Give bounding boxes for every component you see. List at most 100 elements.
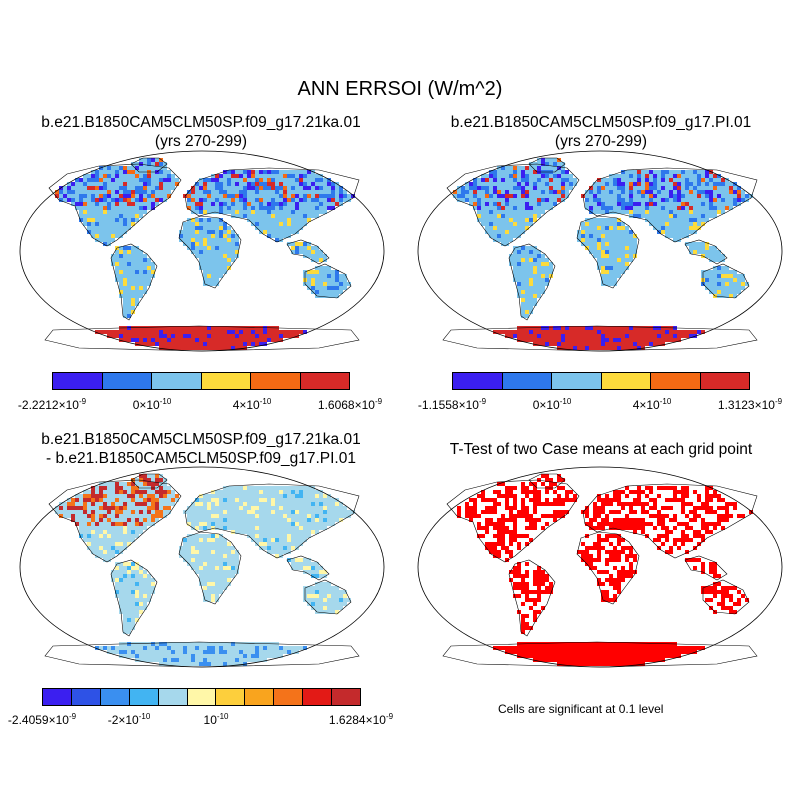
- grid-cell: [505, 530, 509, 534]
- grid-cell: [227, 346, 231, 350]
- coastline: [508, 243, 556, 321]
- grid-cell: [259, 182, 263, 186]
- grid-cell: [211, 230, 215, 234]
- grid-cell: [327, 274, 331, 278]
- grid-cell: [625, 254, 629, 258]
- grid-cell: [79, 518, 83, 522]
- grid-cell: [501, 482, 505, 486]
- grid-cell: [609, 246, 613, 250]
- grid-cell: [151, 658, 155, 662]
- grid-cell: [279, 330, 283, 334]
- grid-cell: [741, 190, 745, 194]
- grid-cell: [653, 194, 657, 198]
- grid-cell: [311, 518, 315, 522]
- grid-cell: [517, 334, 521, 338]
- grid-cell: [331, 594, 335, 598]
- grid-cell: [127, 498, 131, 502]
- grid-cell: [323, 286, 327, 290]
- grid-cell: [255, 170, 259, 174]
- grid-cell: [497, 522, 501, 526]
- grid-cell: [323, 258, 327, 262]
- grid-cell: [139, 510, 143, 514]
- grid-cell: [343, 278, 347, 282]
- grid-cell: [295, 198, 299, 202]
- grid-cell: [677, 538, 681, 542]
- grid-cell: [307, 242, 311, 246]
- grid-cell: [709, 258, 713, 262]
- grid-cell: [669, 506, 673, 510]
- grid-cell: [207, 202, 211, 206]
- grid-cell: [243, 502, 247, 506]
- grid-cell: [251, 522, 255, 526]
- grid-cell: [529, 266, 533, 270]
- grid-cell: [609, 230, 613, 234]
- grid-cell: [263, 170, 267, 174]
- grid-cell: [597, 326, 601, 330]
- grid-cell: [127, 630, 131, 634]
- grid-cell: [203, 514, 207, 518]
- grid-cell: [263, 214, 267, 218]
- grid-cell: [139, 186, 143, 190]
- grid-cell: [549, 186, 553, 190]
- grid-cell: [119, 586, 123, 590]
- grid-cell: [247, 530, 251, 534]
- grid-cell: [517, 206, 521, 210]
- grid-cell: [167, 498, 171, 502]
- grid-cell: [481, 510, 485, 514]
- grid-cell: [231, 250, 235, 254]
- grid-cell: [259, 486, 263, 490]
- grid-cell: [275, 518, 279, 522]
- grid-cell: [115, 590, 119, 594]
- grid-cell: [135, 578, 139, 582]
- grid-cell: [115, 266, 119, 270]
- grid-cell: [119, 278, 123, 282]
- grid-cell: [533, 250, 537, 254]
- grid-cell: [295, 218, 299, 222]
- grid-cell: [541, 258, 545, 262]
- grid-cell: [283, 546, 287, 550]
- grid-cell: [669, 226, 673, 230]
- grid-cell: [629, 338, 633, 342]
- grid-cell: [315, 566, 319, 570]
- grid-cell: [263, 530, 267, 534]
- grid-cell: [473, 206, 477, 210]
- grid-cell: [553, 338, 557, 342]
- grid-cell: [741, 198, 745, 202]
- grid-cell: [283, 330, 287, 334]
- grid-cell: [95, 518, 99, 522]
- grid-cell: [251, 658, 255, 662]
- grid-cell: [637, 210, 641, 214]
- grid-cell: [75, 518, 79, 522]
- grid-cell: [115, 586, 119, 590]
- grid-cell: [291, 250, 295, 254]
- grid-cell: [211, 282, 215, 286]
- grid-cell: [481, 218, 485, 222]
- grid-cell: [335, 590, 339, 594]
- grid-cell: [115, 174, 119, 178]
- grid-cell: [227, 646, 231, 650]
- grid-cell: [211, 202, 215, 206]
- grid-cell: [589, 338, 593, 342]
- grid-cell: [179, 654, 183, 658]
- grid-cell: [497, 538, 501, 542]
- grid-cell: [593, 510, 597, 514]
- grid-cell: [677, 186, 681, 190]
- grid-cell: [505, 218, 509, 222]
- grid-cell: [537, 518, 541, 522]
- grid-cell: [195, 506, 199, 510]
- grid-cell: [115, 582, 119, 586]
- grid-cell: [545, 338, 549, 342]
- grid-cell: [335, 502, 339, 506]
- grid-cell: [115, 262, 119, 266]
- grid-cell: [211, 266, 215, 270]
- grid-cell: [91, 210, 95, 214]
- grid-cell: [601, 278, 605, 282]
- grid-cell: [203, 222, 207, 226]
- grid-cell: [207, 642, 211, 646]
- grid-cell: [135, 286, 139, 290]
- grid-cell: [235, 234, 239, 238]
- grid-cell: [227, 658, 231, 662]
- grid-cell: [311, 190, 315, 194]
- grid-cell: [195, 246, 199, 250]
- grid-cell: [159, 474, 163, 478]
